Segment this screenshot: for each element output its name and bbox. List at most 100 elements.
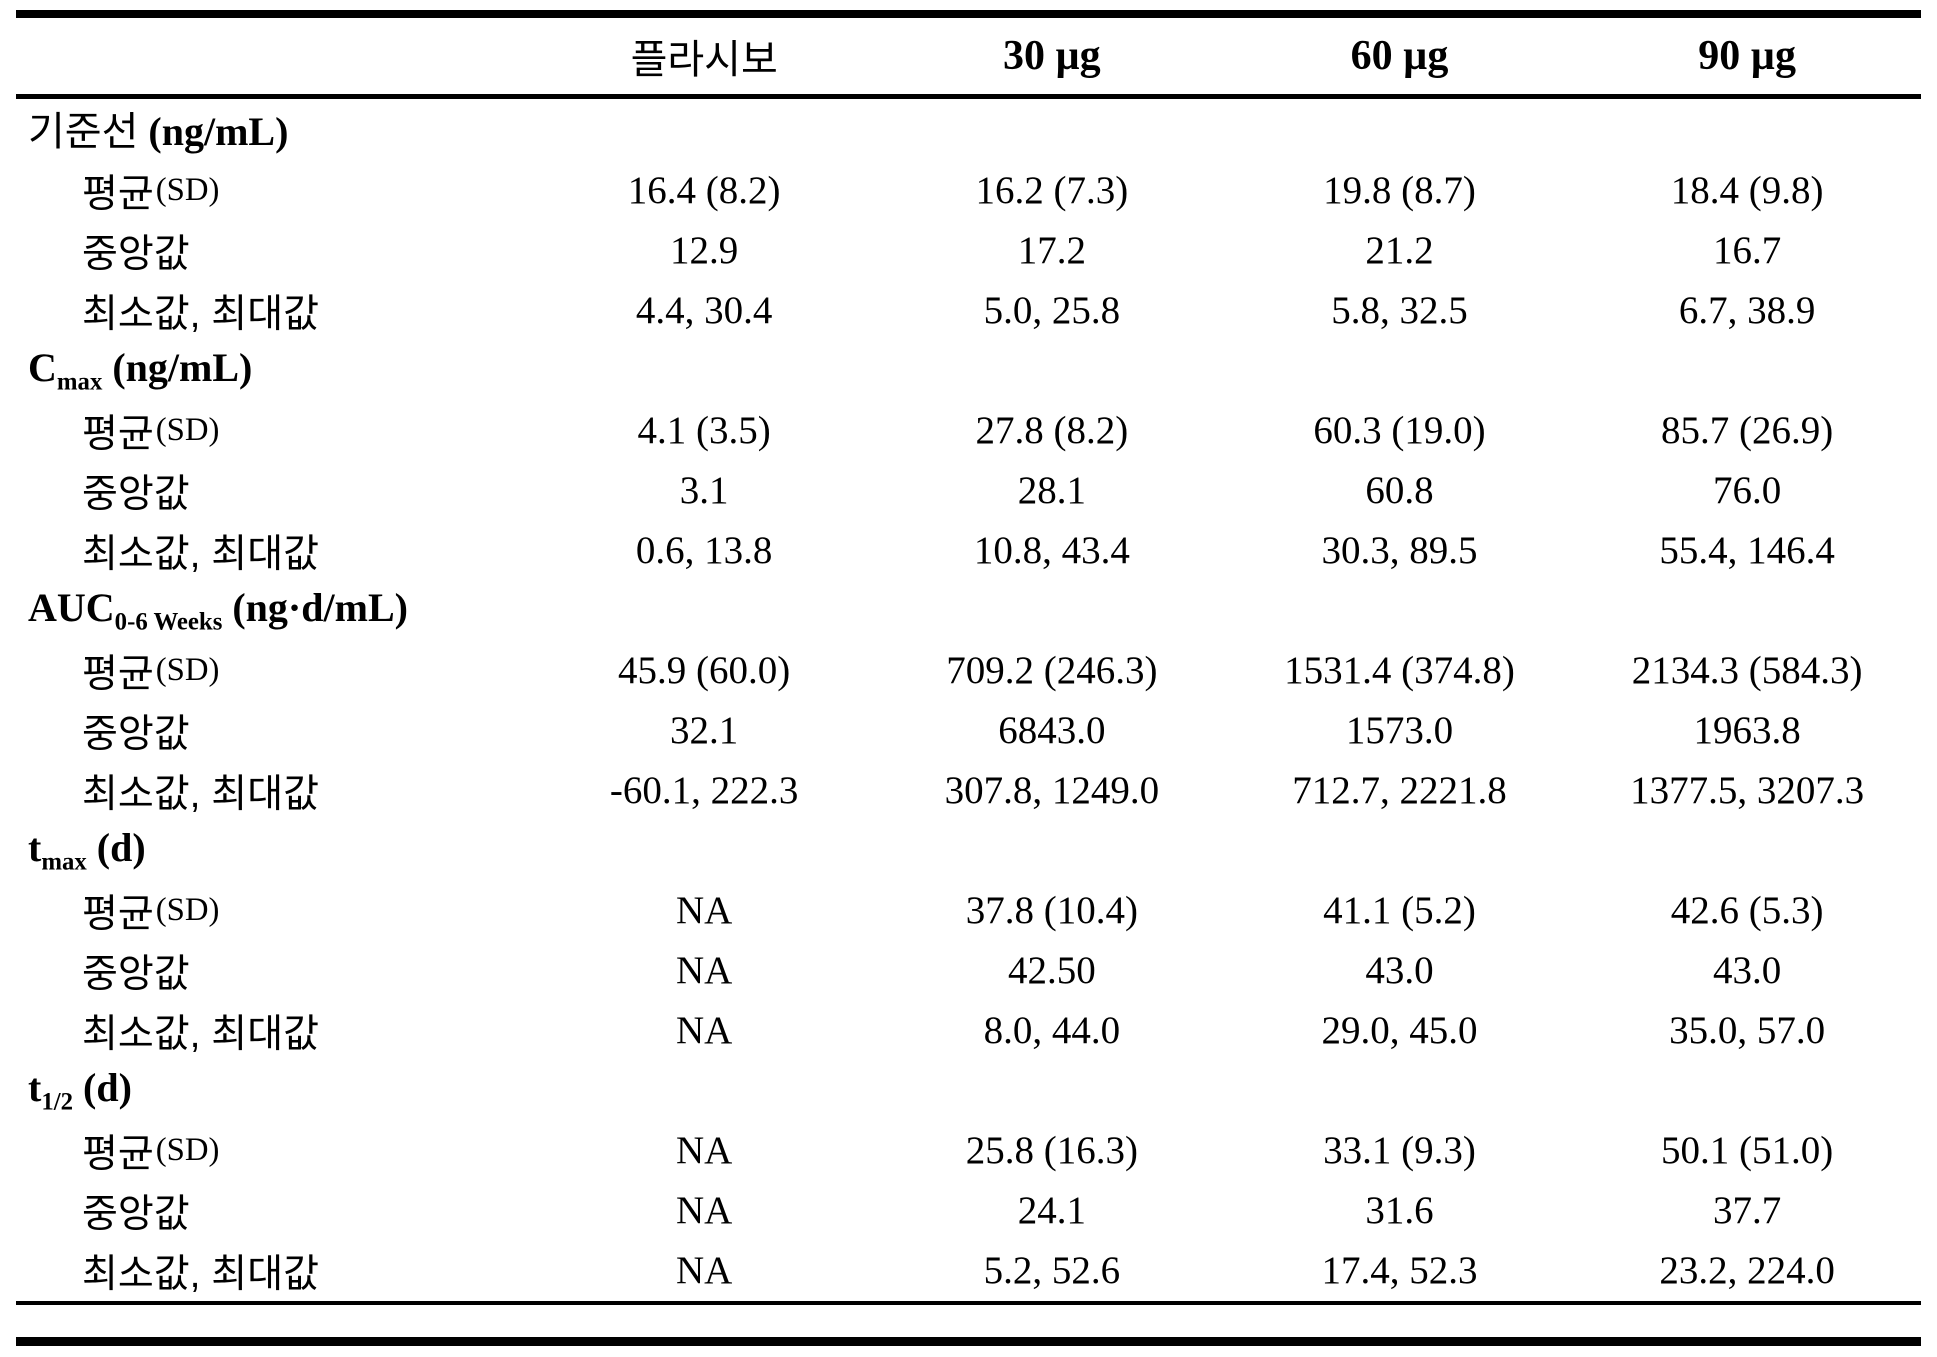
- value-cell: 4.4, 30.4: [635, 289, 773, 333]
- value-cell: 55.4, 146.4: [1659, 529, 1835, 573]
- value-cell: 31.6: [1365, 1189, 1434, 1233]
- value-cell: 1573.0: [1345, 709, 1454, 753]
- value-cell: 76.0: [1713, 469, 1782, 513]
- row-label: 중앙값: [16, 221, 530, 281]
- section-subscript: max: [41, 849, 87, 876]
- value-cell: 42.50: [1007, 949, 1096, 993]
- section-name: 기준선: [28, 110, 139, 154]
- section-unit: (d): [83, 1065, 132, 1111]
- section-header-baseline: 기준선 (ng/mL): [16, 99, 1921, 161]
- row-label: 최소값, 최대값: [16, 1241, 530, 1301]
- value-cell: 50.1 (51.0): [1661, 1129, 1834, 1173]
- value-cell: 2134.3 (584.3): [1631, 649, 1863, 693]
- row-label-text: 중앙값: [82, 952, 190, 996]
- section-header-row: AUC0-6 Weeks (ng·d/mL): [16, 581, 1921, 641]
- section-name: t: [28, 825, 42, 871]
- value-cell: -60.1, 222.3: [609, 769, 799, 813]
- value-cell: 17.4, 52.3: [1321, 1249, 1478, 1293]
- table-row: 최소값, 최대값 NA 5.2, 52.6 17.4, 52.3 23.2, 2…: [16, 1241, 1921, 1301]
- row-label: 평균(SD): [16, 1121, 530, 1181]
- value-cell: 16.7: [1713, 229, 1782, 273]
- column-header-60ug: 60 µg: [1350, 33, 1449, 79]
- row-label: 중앙값: [16, 701, 530, 761]
- row-label: 중앙값: [16, 941, 530, 1001]
- value-cell: 1377.5, 3207.3: [1630, 769, 1865, 813]
- value-cell: 0.6, 13.8: [635, 529, 773, 573]
- value-cell: 37.7: [1713, 1189, 1782, 1233]
- section-name: C: [28, 345, 57, 391]
- section-subscript: 0-6 Weeks: [114, 609, 223, 636]
- table-row: 중앙값 NA 24.1 31.6 37.7: [16, 1181, 1921, 1241]
- value-cell: 42.6 (5.3): [1670, 889, 1824, 933]
- table-row: 최소값, 최대값 NA 8.0, 44.0 29.0, 45.0 35.0, 5…: [16, 1001, 1921, 1061]
- value-cell: 18.4 (9.8): [1670, 169, 1824, 213]
- value-cell: 24.1: [1017, 1189, 1086, 1233]
- value-cell: 32.1: [670, 709, 739, 753]
- value-cell: 10.8, 43.4: [973, 529, 1130, 573]
- value-cell: 5.0, 25.8: [983, 289, 1121, 333]
- value-cell: 12.9: [670, 229, 739, 273]
- table-header-row: 플라시보 30 µg 60 µg 90 µg: [16, 18, 1921, 94]
- value-cell: NA: [676, 889, 733, 933]
- value-cell: 1963.8: [1693, 709, 1801, 753]
- table-row: 중앙값 12.9 17.2 21.2 16.7: [16, 221, 1921, 281]
- row-label-text: 최소값, 최대값: [82, 1252, 319, 1296]
- section-unit: (ng/mL): [112, 345, 253, 391]
- value-cell: 5.8, 32.5: [1331, 289, 1468, 333]
- value-cell: 6.7, 38.9: [1678, 289, 1816, 333]
- table-row: 평균(SD) 4.1 (3.5) 27.8 (8.2) 60.3 (19.0) …: [16, 401, 1921, 461]
- column-header-30ug: 30 µg: [1002, 33, 1101, 79]
- value-cell: 30.3, 89.5: [1321, 529, 1478, 573]
- value-cell: 6843.0: [998, 709, 1106, 753]
- row-label-text: 최소값, 최대값: [82, 292, 319, 336]
- value-cell: 8.0, 44.0: [983, 1009, 1121, 1053]
- value-cell: 43.0: [1365, 949, 1434, 993]
- row-label-text: 평균: [82, 892, 154, 936]
- value-cell: 60.3 (19.0): [1313, 409, 1486, 453]
- table-row: 최소값, 최대값 0.6, 13.8 10.8, 43.4 30.3, 89.5…: [16, 521, 1921, 581]
- value-cell: NA: [676, 949, 733, 993]
- value-cell: NA: [676, 1249, 733, 1293]
- row-label-text: 평균: [82, 172, 154, 216]
- section-header-row: tmax (d): [16, 821, 1921, 881]
- row-label-suffix: (SD): [155, 651, 220, 688]
- value-cell: 5.2, 52.6: [983, 1249, 1121, 1293]
- section-header-row: 기준선 (ng/mL): [16, 99, 1921, 161]
- table-top-rule: [16, 10, 1921, 18]
- table-row: 최소값, 최대값 4.4, 30.4 5.0, 25.8 5.8, 32.5 6…: [16, 281, 1921, 341]
- value-cell: 16.4 (8.2): [627, 169, 781, 213]
- row-label-suffix: (SD): [155, 891, 220, 928]
- value-cell: 85.7 (26.9): [1661, 409, 1834, 453]
- row-label-text: 평균: [82, 1132, 154, 1176]
- section-header-row: Cmax (ng/mL): [16, 341, 1921, 401]
- value-cell: 1531.4 (374.8): [1284, 649, 1515, 693]
- row-label: 최소값, 최대값: [16, 521, 530, 581]
- row-label: 중앙값: [16, 461, 530, 521]
- table-row: 평균(SD) 45.9 (60.0) 709.2 (246.3) 1531.4 …: [16, 641, 1921, 701]
- table-row: 중앙값 NA 42.50 43.0 43.0: [16, 941, 1921, 1001]
- value-cell: NA: [676, 1009, 733, 1053]
- table-bottom-rule: [16, 1300, 1921, 1305]
- table-row: 최소값, 최대값 -60.1, 222.3 307.8, 1249.0 712.…: [16, 761, 1921, 821]
- value-cell: 4.1 (3.5): [637, 409, 771, 453]
- row-label-suffix: (SD): [155, 171, 220, 208]
- value-cell: 29.0, 45.0: [1321, 1009, 1478, 1053]
- value-cell: 709.2 (246.3): [946, 649, 1158, 693]
- table-row: 평균(SD) NA 25.8 (16.3) 33.1 (9.3) 50.1 (5…: [16, 1121, 1921, 1181]
- value-cell: 16.2 (7.3): [975, 169, 1129, 213]
- row-label-text: 최소값, 최대값: [82, 532, 319, 576]
- value-cell: 21.2: [1365, 229, 1434, 273]
- row-label-suffix: (SD): [155, 411, 220, 448]
- row-label-text: 평균: [82, 412, 154, 456]
- value-cell: 33.1 (9.3): [1323, 1129, 1476, 1173]
- value-cell: 35.0, 57.0: [1669, 1009, 1826, 1053]
- value-cell: 712.7, 2221.8: [1292, 769, 1507, 813]
- value-cell: 45.9 (60.0): [618, 649, 791, 693]
- page-bottom-rule: [16, 1336, 1921, 1346]
- column-header-90ug: 90 µg: [1698, 33, 1796, 79]
- row-label-text: 중앙값: [82, 232, 190, 276]
- column-header-placebo: 플라시보: [630, 38, 778, 82]
- value-cell: 41.1 (5.2): [1323, 889, 1476, 933]
- section-name: t: [28, 1065, 42, 1111]
